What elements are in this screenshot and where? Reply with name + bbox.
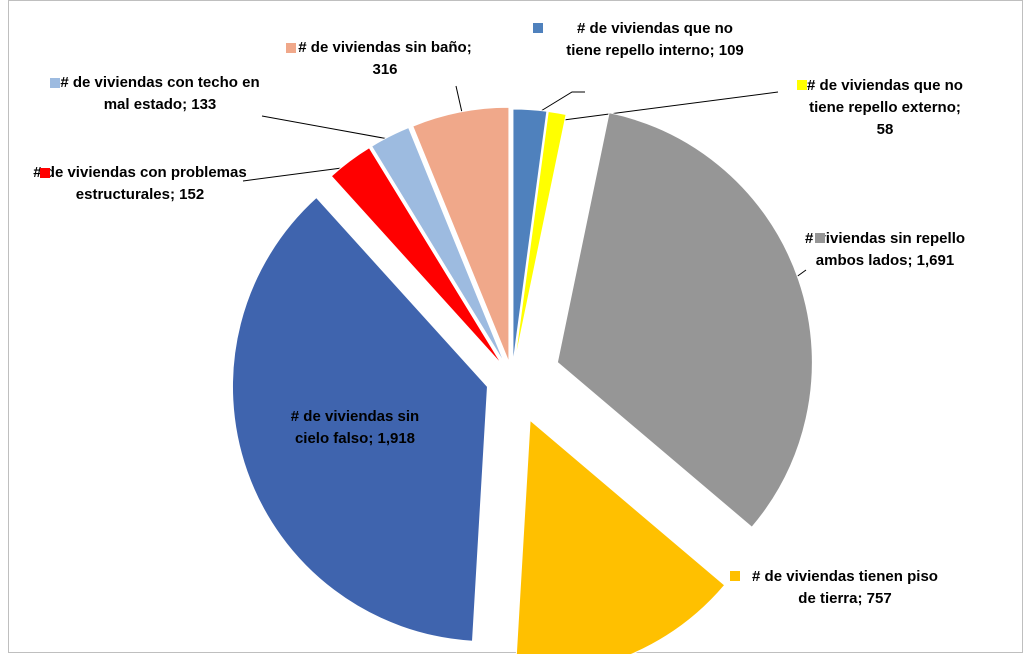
pie-slice — [330, 147, 503, 366]
data-label: # de viviendas sin baño; 316 — [290, 37, 480, 81]
leader-line — [535, 91, 585, 115]
value-label: 757 — [866, 590, 892, 607]
value-label: 133 — [191, 96, 217, 113]
pie-slice — [512, 108, 548, 365]
pie-slice — [515, 419, 726, 654]
data-label: # de viviendas con techo en mal estado; … — [55, 72, 265, 116]
data-label: # de viviendas que no tiene repello inte… — [560, 18, 750, 62]
category-label: # de viviendas sin baño; — [298, 39, 472, 56]
value-label: 1,691 — [916, 252, 955, 269]
value-label: 152 — [179, 186, 205, 203]
value-label: 1,918 — [377, 430, 416, 447]
pie-slice — [513, 110, 567, 365]
category-label: # de viviendas con techo en mal estado; — [60, 74, 260, 113]
pie-slice — [412, 106, 510, 363]
category-label: # de viviendas tienen piso de tierra; — [752, 568, 938, 607]
value-label: 58 — [876, 121, 894, 138]
legend-key — [797, 80, 807, 90]
frame — [8, 0, 1023, 653]
data-label: # de viviendas que no tiene repello exte… — [800, 75, 970, 141]
legend-key — [730, 571, 740, 581]
leader-line — [555, 91, 779, 122]
leader-line — [261, 115, 395, 141]
pie-slice — [231, 196, 488, 642]
pie-slice — [556, 112, 813, 528]
category-label: # de viviendas con problemas estructural… — [33, 164, 247, 203]
value-label: 109 — [718, 42, 744, 59]
data-label: # de viviendas tienen piso de tierra; 75… — [745, 566, 945, 610]
data-label: # viviendas sin repello ambos lados; 1,6… — [800, 228, 970, 272]
legend-key — [815, 233, 825, 243]
category-label: # de viviendas que no tiene repello exte… — [807, 77, 963, 116]
pie-slice — [370, 126, 506, 364]
category-label: # viviendas sin repello ambos lados; — [804, 230, 966, 269]
category-label: # de viviendas sin cielo falso; — [290, 408, 420, 447]
legend-key — [286, 43, 296, 53]
data-label: # de viviendas con problemas estructural… — [30, 162, 250, 206]
value-label: 316 — [372, 61, 398, 78]
data-label: # de viviendas sin cielo falso; 1,918 — [280, 406, 430, 450]
category-label: # de viviendas que no tiene repello inte… — [566, 20, 733, 59]
legend-key — [50, 78, 60, 88]
legend-key — [533, 23, 543, 33]
legend-key — [40, 168, 50, 178]
leader-line — [242, 165, 358, 182]
